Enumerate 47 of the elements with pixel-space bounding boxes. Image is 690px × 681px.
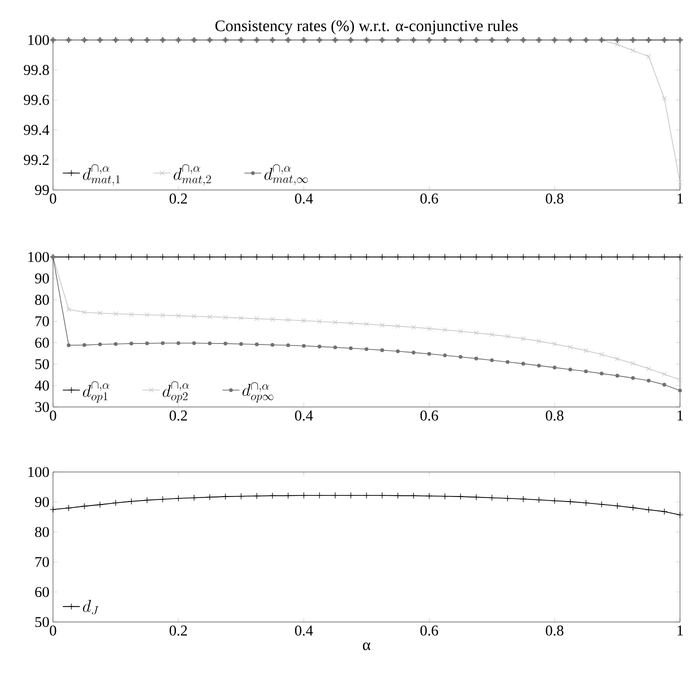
legend-label: $d^{\cap,\alpha}_{op2}$ — [162, 381, 190, 402]
legend-label: $d^{\cap,\alpha}_{mat,\infty}$ — [264, 164, 308, 186]
legend-label: $d^{\cap,\alpha}_{mat,1}$ — [82, 164, 120, 186]
x-tick-label: 0.4 — [295, 410, 313, 421]
y-tick-label: 99.6 — [24, 94, 50, 106]
y-tick-label: 60 — [35, 586, 49, 598]
x-tick-label: 0 — [50, 626, 56, 636]
y-tick-label: 40 — [34, 380, 49, 391]
chart-title: Consistency rates (%) w.r.t. α-conjunctive rules — [215, 20, 518, 34]
y-tick-label: 100 — [28, 34, 49, 46]
x-tick-label: 1 — [678, 194, 683, 204]
x-tick-label: 1 — [678, 410, 683, 420]
x-tick-label: 0 — [50, 410, 56, 421]
legend-label: $d^{\cap,\alpha}_{op1}$ — [82, 381, 110, 402]
y-tick-label: 100 — [28, 466, 49, 478]
y-tick-label: 70 — [36, 556, 49, 568]
legend-label: $d_J$ — [82, 600, 98, 615]
y-tick-label: 99.4 — [24, 124, 50, 136]
x-tick-label: 0.2 — [170, 410, 187, 421]
x-tick-label: 0.6 — [420, 626, 438, 636]
x-tick-label: 0.4 — [295, 626, 313, 636]
x-tick-label: 0.2 — [170, 194, 187, 204]
x-tick-label: 0.8 — [546, 410, 564, 421]
y-tick-label: 60 — [35, 338, 49, 348]
x-axis-title: α — [362, 642, 370, 650]
legend-label: $d^{\cap,\alpha}_{mat,2}$ — [174, 164, 211, 186]
x-tick-label: 1 — [678, 626, 683, 636]
y-tick-label: 30 — [35, 402, 49, 412]
x-tick-label: 0 — [50, 194, 56, 204]
y-tick-label: 99 — [35, 184, 49, 195]
x-tick-label: 0.8 — [546, 626, 564, 636]
x-tick-label: 0.8 — [546, 194, 564, 204]
y-tick-label: 100 — [28, 252, 49, 262]
x-tick-label: 0.6 — [420, 410, 438, 421]
y-tick-label: 50 — [35, 359, 49, 370]
legend-label: $d^{\cap,\alpha}_{op\infty}$ — [242, 382, 274, 402]
y-tick-label: 99.2 — [24, 154, 49, 166]
y-tick-label: 80 — [35, 294, 49, 305]
y-tick-label: 99.8 — [24, 64, 49, 76]
x-tick-label: 0.2 — [170, 626, 187, 636]
y-tick-label: 50 — [35, 616, 49, 628]
y-tick-label: 70 — [36, 316, 49, 326]
y-tick-label: 90 — [35, 496, 49, 508]
y-tick-label: 80 — [35, 526, 49, 538]
x-tick-label: 0.4 — [295, 194, 313, 204]
x-tick-label: 0.6 — [420, 194, 438, 204]
y-tick-label: 90 — [35, 273, 49, 284]
